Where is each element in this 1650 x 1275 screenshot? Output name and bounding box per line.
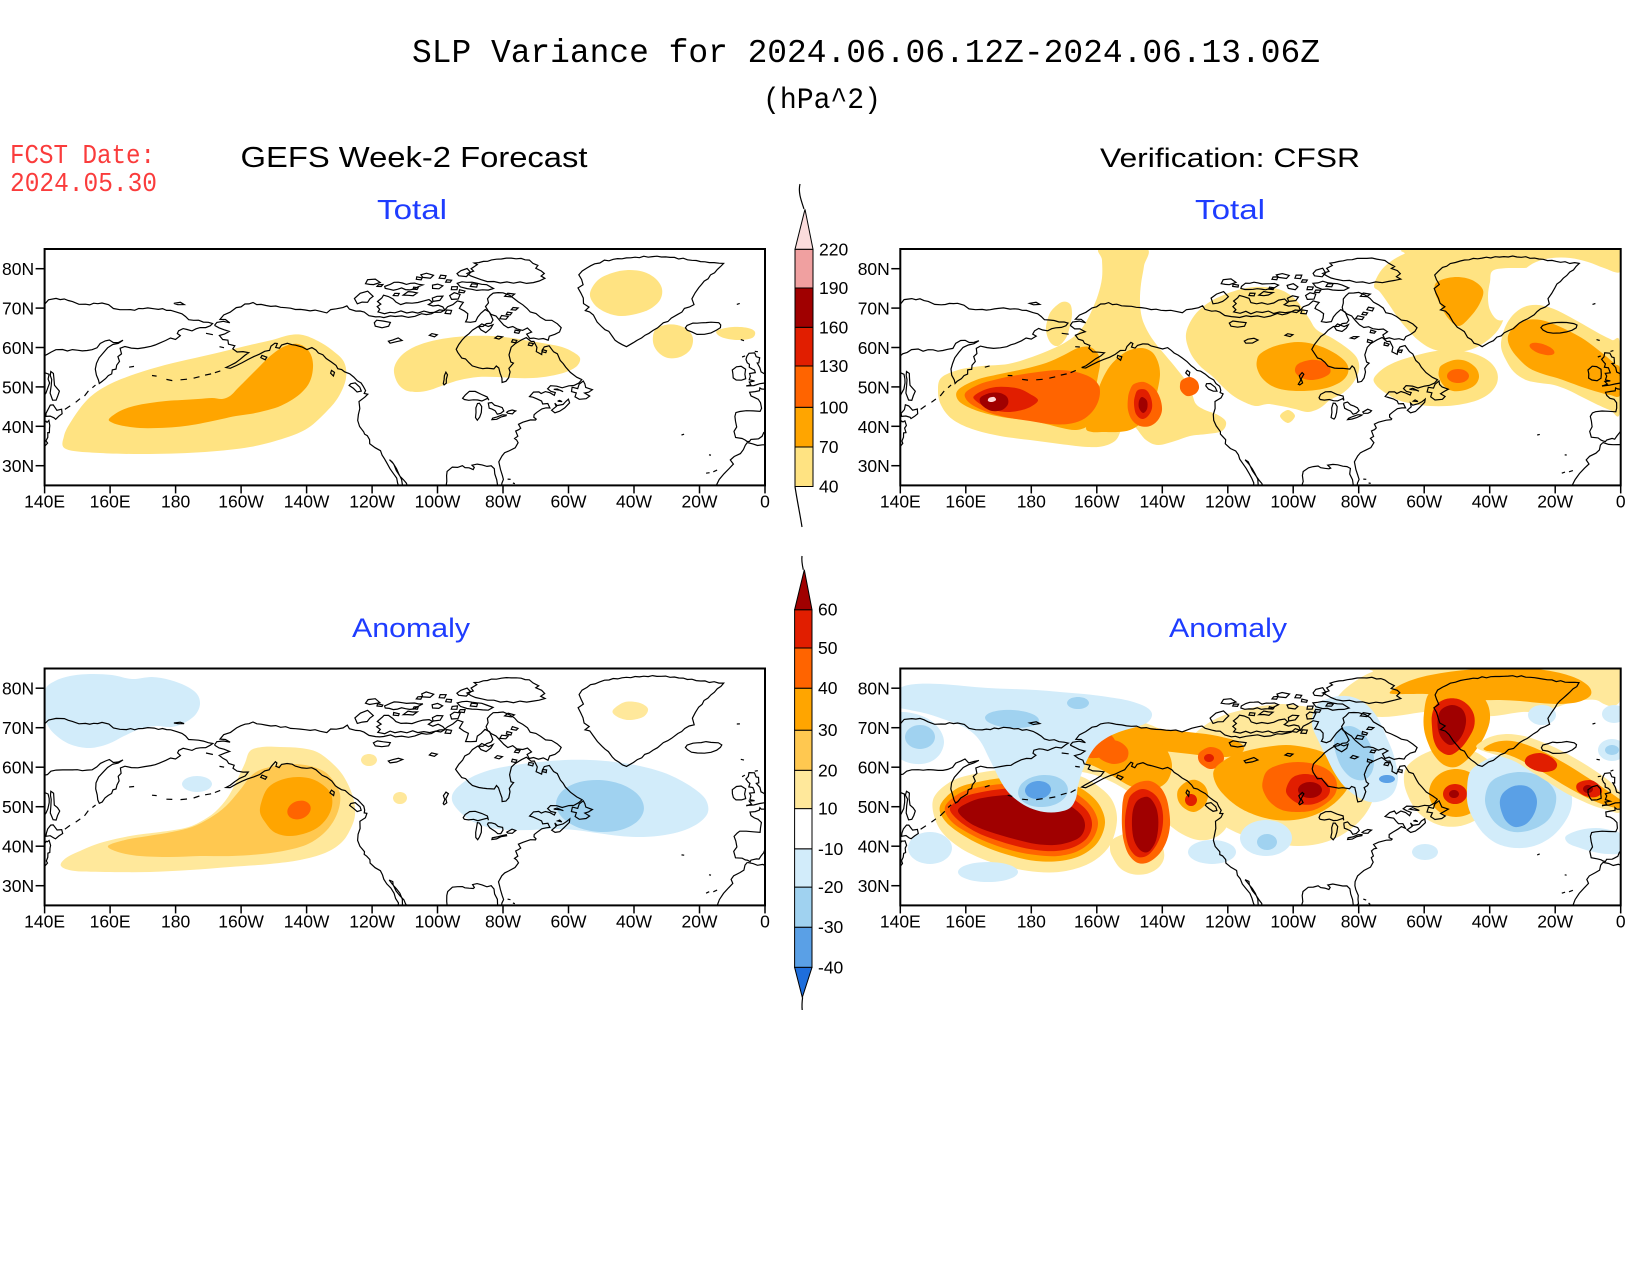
svg-text:70N: 70N bbox=[858, 299, 890, 319]
svg-text:60W: 60W bbox=[551, 912, 587, 932]
svg-text:80W: 80W bbox=[485, 912, 521, 932]
svg-text:FCST Date:: FCST Date: bbox=[10, 141, 155, 171]
svg-text:50N: 50N bbox=[2, 797, 34, 817]
svg-text:70N: 70N bbox=[2, 299, 34, 319]
svg-text:40W: 40W bbox=[1472, 492, 1508, 512]
svg-text:100W: 100W bbox=[1270, 912, 1316, 932]
svg-text:160E: 160E bbox=[945, 912, 986, 932]
svg-text:160E: 160E bbox=[90, 492, 131, 512]
svg-text:80N: 80N bbox=[2, 679, 34, 699]
svg-text:40: 40 bbox=[819, 477, 839, 497]
svg-text:60N: 60N bbox=[858, 758, 890, 778]
svg-text:140E: 140E bbox=[24, 912, 65, 932]
svg-text:120W: 120W bbox=[349, 912, 395, 932]
svg-text:20W: 20W bbox=[1537, 912, 1573, 932]
svg-text:30N: 30N bbox=[2, 456, 34, 476]
svg-text:70N: 70N bbox=[2, 718, 34, 738]
svg-text:80W: 80W bbox=[1341, 912, 1377, 932]
svg-text:30N: 30N bbox=[858, 456, 890, 476]
svg-text:(hPa^2): (hPa^2) bbox=[763, 84, 881, 118]
svg-text:140W: 140W bbox=[284, 912, 330, 932]
svg-text:80W: 80W bbox=[485, 492, 521, 512]
svg-text:220: 220 bbox=[819, 239, 848, 259]
svg-text:160E: 160E bbox=[90, 912, 131, 932]
svg-text:100: 100 bbox=[819, 397, 848, 417]
svg-text:140W: 140W bbox=[1139, 492, 1185, 512]
svg-text:180: 180 bbox=[1017, 492, 1046, 512]
svg-text:0: 0 bbox=[1616, 492, 1626, 512]
svg-text:190: 190 bbox=[819, 278, 848, 298]
svg-text:-30: -30 bbox=[818, 917, 844, 937]
svg-text:30: 30 bbox=[818, 720, 838, 740]
svg-text:160W: 160W bbox=[218, 912, 264, 932]
svg-text:30N: 30N bbox=[2, 876, 34, 896]
svg-text:-10: -10 bbox=[818, 839, 844, 859]
svg-text:120W: 120W bbox=[1205, 492, 1251, 512]
svg-text:140E: 140E bbox=[880, 912, 921, 932]
svg-text:10: 10 bbox=[818, 799, 838, 819]
svg-text:120W: 120W bbox=[1205, 912, 1251, 932]
svg-text:0: 0 bbox=[760, 492, 770, 512]
svg-text:60W: 60W bbox=[1406, 492, 1442, 512]
svg-text:0: 0 bbox=[760, 912, 770, 932]
svg-text:40N: 40N bbox=[858, 417, 890, 437]
svg-text:20: 20 bbox=[818, 760, 838, 780]
svg-text:60W: 60W bbox=[551, 492, 587, 512]
svg-text:50: 50 bbox=[818, 638, 838, 658]
svg-text:20W: 20W bbox=[682, 912, 718, 932]
svg-text:160W: 160W bbox=[1074, 912, 1120, 932]
svg-text:70: 70 bbox=[819, 437, 839, 457]
svg-text:40N: 40N bbox=[2, 417, 34, 437]
svg-text:50N: 50N bbox=[2, 377, 34, 397]
svg-text:40N: 40N bbox=[2, 837, 34, 857]
svg-text:60: 60 bbox=[818, 600, 838, 620]
svg-text:0: 0 bbox=[1616, 912, 1626, 932]
svg-text:60W: 60W bbox=[1406, 912, 1442, 932]
svg-text:140W: 140W bbox=[284, 492, 330, 512]
svg-text:40: 40 bbox=[818, 678, 838, 698]
svg-text:Total: Total bbox=[1195, 194, 1265, 225]
svg-text:60N: 60N bbox=[2, 758, 34, 778]
svg-text:130: 130 bbox=[819, 356, 848, 376]
svg-text:140E: 140E bbox=[880, 492, 921, 512]
svg-text:140W: 140W bbox=[1139, 912, 1185, 932]
svg-text:100W: 100W bbox=[415, 912, 461, 932]
svg-text:50N: 50N bbox=[858, 797, 890, 817]
svg-text:140E: 140E bbox=[24, 492, 65, 512]
svg-text:Anomaly: Anomaly bbox=[352, 613, 471, 643]
svg-text:180: 180 bbox=[161, 912, 190, 932]
svg-text:40W: 40W bbox=[1472, 912, 1508, 932]
svg-text:80W: 80W bbox=[1341, 492, 1377, 512]
svg-text:70N: 70N bbox=[858, 718, 890, 738]
svg-text:40W: 40W bbox=[616, 912, 652, 932]
svg-text:Anomaly: Anomaly bbox=[1169, 613, 1288, 643]
svg-text:20W: 20W bbox=[1537, 492, 1573, 512]
svg-text:160E: 160E bbox=[945, 492, 986, 512]
svg-text:60N: 60N bbox=[2, 338, 34, 358]
svg-text:40N: 40N bbox=[858, 837, 890, 857]
svg-text:180: 180 bbox=[161, 492, 190, 512]
svg-text:50N: 50N bbox=[858, 377, 890, 397]
svg-text:Total: Total bbox=[377, 194, 447, 225]
svg-text:2024.05.30: 2024.05.30 bbox=[10, 169, 157, 199]
svg-text:80N: 80N bbox=[858, 259, 890, 279]
svg-text:30N: 30N bbox=[858, 876, 890, 896]
svg-text:100W: 100W bbox=[415, 492, 461, 512]
svg-text:Verification: CFSR: Verification: CFSR bbox=[1100, 143, 1360, 173]
svg-text:60N: 60N bbox=[858, 338, 890, 358]
svg-text:SLP Variance for 2024.06.06.12: SLP Variance for 2024.06.06.12Z-2024.06.… bbox=[412, 35, 1320, 72]
svg-text:160W: 160W bbox=[218, 492, 264, 512]
svg-text:120W: 120W bbox=[349, 492, 395, 512]
svg-text:100W: 100W bbox=[1270, 492, 1316, 512]
svg-text:160: 160 bbox=[819, 317, 848, 337]
svg-text:80N: 80N bbox=[2, 259, 34, 279]
svg-text:80N: 80N bbox=[858, 679, 890, 699]
svg-text:-20: -20 bbox=[818, 877, 844, 897]
svg-text:-40: -40 bbox=[818, 957, 844, 977]
svg-text:180: 180 bbox=[1017, 912, 1046, 932]
svg-text:160W: 160W bbox=[1074, 492, 1120, 512]
svg-text:GEFS Week-2 Forecast: GEFS Week-2 Forecast bbox=[241, 142, 588, 174]
svg-text:40W: 40W bbox=[616, 492, 652, 512]
svg-text:20W: 20W bbox=[682, 492, 718, 512]
